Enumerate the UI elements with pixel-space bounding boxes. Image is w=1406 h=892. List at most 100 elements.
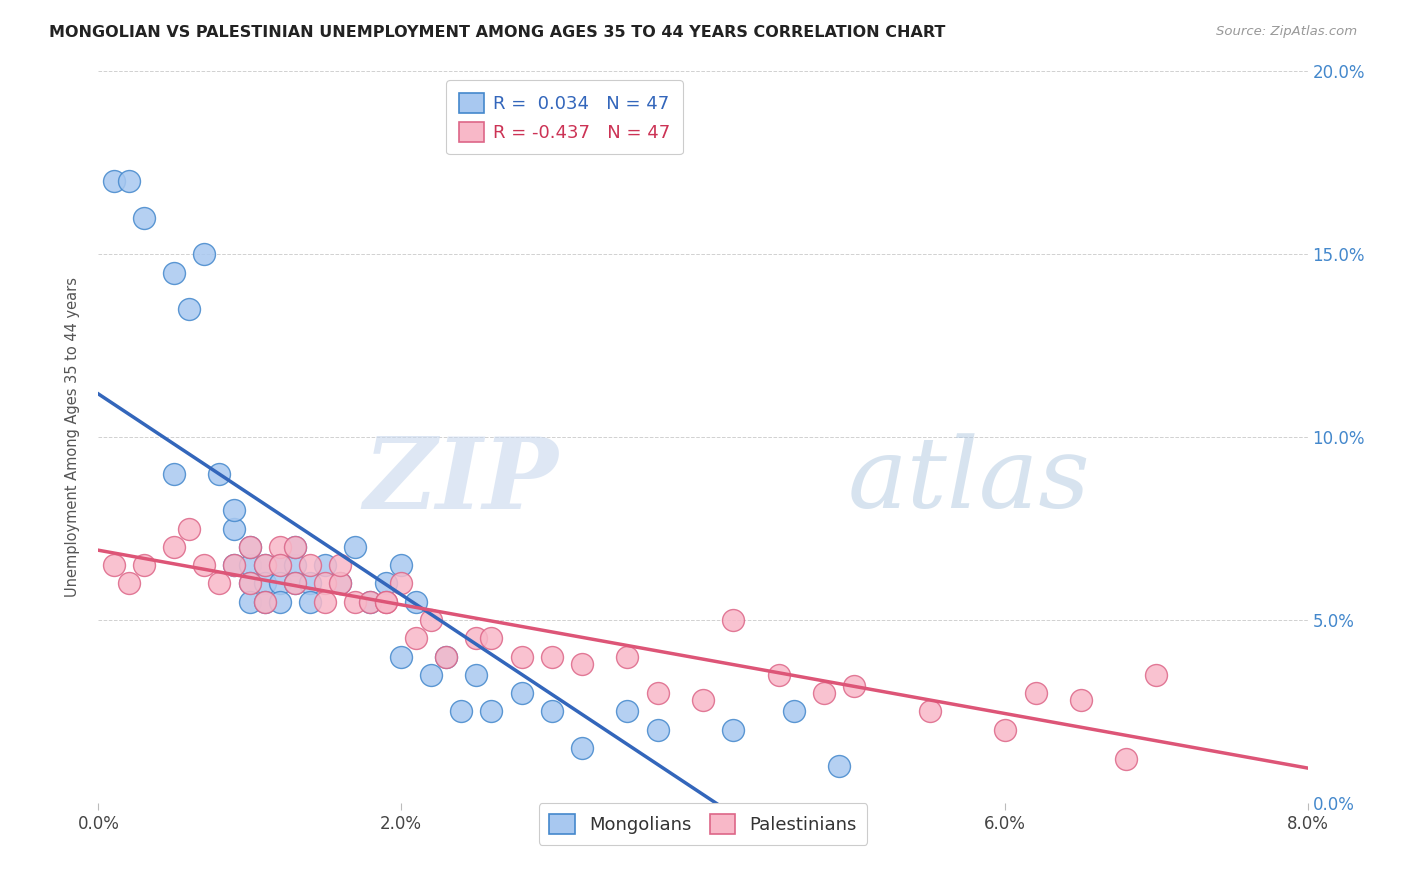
Point: [314, 594, 336, 608]
Point: [360, 594, 382, 608]
Point: [647, 686, 669, 700]
Point: [193, 558, 215, 573]
Point: [374, 576, 396, 591]
Point: [540, 705, 562, 719]
Point: [344, 594, 367, 608]
Point: [299, 594, 322, 608]
Point: [253, 558, 276, 573]
Point: [783, 705, 806, 719]
Point: [299, 576, 322, 591]
Point: [224, 558, 246, 573]
Point: [389, 576, 412, 591]
Point: [284, 540, 307, 554]
Point: [239, 576, 262, 591]
Point: [163, 266, 186, 280]
Text: Source: ZipAtlas.com: Source: ZipAtlas.com: [1216, 25, 1357, 38]
Y-axis label: Unemployment Among Ages 35 to 44 years: Unemployment Among Ages 35 to 44 years: [65, 277, 80, 597]
Text: ZIP: ZIP: [363, 433, 558, 529]
Point: [647, 723, 669, 737]
Point: [571, 740, 593, 755]
Point: [374, 594, 396, 608]
Point: [224, 503, 246, 517]
Point: [420, 667, 443, 681]
Point: [1070, 693, 1092, 707]
Point: [284, 576, 307, 591]
Point: [616, 705, 638, 719]
Point: [269, 558, 291, 573]
Point: [434, 649, 457, 664]
Point: [163, 467, 186, 481]
Point: [813, 686, 835, 700]
Point: [284, 558, 307, 573]
Point: [844, 679, 866, 693]
Point: [360, 594, 382, 608]
Point: [269, 594, 291, 608]
Point: [828, 759, 851, 773]
Point: [224, 521, 246, 535]
Point: [284, 540, 307, 554]
Point: [179, 521, 201, 535]
Point: [465, 632, 488, 646]
Point: [389, 558, 412, 573]
Point: [1025, 686, 1047, 700]
Point: [405, 594, 427, 608]
Point: [269, 576, 291, 591]
Point: [179, 301, 201, 317]
Point: [239, 576, 262, 591]
Point: [723, 723, 745, 737]
Point: [616, 649, 638, 664]
Point: [465, 667, 488, 681]
Point: [103, 558, 125, 573]
Point: [329, 576, 352, 591]
Point: [132, 211, 155, 225]
Point: [344, 540, 367, 554]
Point: [768, 667, 790, 681]
Point: [118, 174, 141, 188]
Point: [434, 649, 457, 664]
Point: [481, 705, 503, 719]
Point: [208, 467, 231, 481]
Point: [510, 649, 533, 664]
Point: [253, 594, 276, 608]
Point: [389, 649, 412, 664]
Point: [269, 540, 291, 554]
Point: [540, 649, 562, 664]
Point: [299, 558, 322, 573]
Point: [374, 594, 396, 608]
Point: [208, 576, 231, 591]
Point: [420, 613, 443, 627]
Text: atlas: atlas: [848, 434, 1091, 529]
Point: [481, 632, 503, 646]
Point: [1115, 752, 1137, 766]
Point: [224, 558, 246, 573]
Point: [918, 705, 941, 719]
Text: MONGOLIAN VS PALESTINIAN UNEMPLOYMENT AMONG AGES 35 TO 44 YEARS CORRELATION CHAR: MONGOLIAN VS PALESTINIAN UNEMPLOYMENT AM…: [49, 25, 946, 40]
Point: [239, 558, 262, 573]
Point: [314, 576, 336, 591]
Point: [193, 247, 215, 261]
Point: [132, 558, 155, 573]
Point: [269, 558, 291, 573]
Point: [1146, 667, 1168, 681]
Point: [253, 576, 276, 591]
Legend: Mongolians, Palestinians: Mongolians, Palestinians: [538, 804, 868, 845]
Point: [329, 576, 352, 591]
Point: [253, 558, 276, 573]
Point: [314, 558, 336, 573]
Point: [163, 540, 186, 554]
Point: [450, 705, 472, 719]
Point: [692, 693, 714, 707]
Point: [239, 594, 262, 608]
Point: [723, 613, 745, 627]
Point: [253, 594, 276, 608]
Point: [239, 540, 262, 554]
Point: [284, 576, 307, 591]
Point: [103, 174, 125, 188]
Point: [571, 657, 593, 671]
Point: [239, 540, 262, 554]
Point: [994, 723, 1017, 737]
Point: [510, 686, 533, 700]
Point: [329, 558, 352, 573]
Point: [405, 632, 427, 646]
Point: [118, 576, 141, 591]
